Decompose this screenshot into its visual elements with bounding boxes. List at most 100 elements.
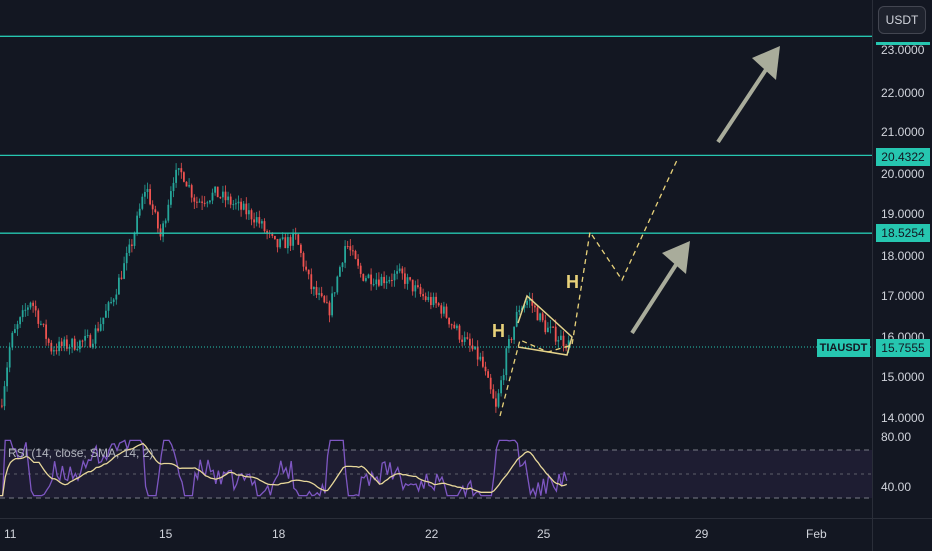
candle-body bbox=[164, 220, 167, 224]
rsi-sma-line bbox=[0, 442, 568, 497]
candle-body bbox=[307, 269, 310, 275]
time-axis[interactable]: 11 15 18 22 25 29 Feb bbox=[0, 518, 932, 551]
candle-body bbox=[385, 281, 388, 284]
candle-body bbox=[128, 244, 131, 253]
candle-body bbox=[362, 273, 365, 281]
candle-body bbox=[175, 169, 177, 183]
level-tag: 20.4322 bbox=[876, 148, 930, 166]
chart-area[interactable]: H H RSI (14, close, SMA, 14, 2) TIAUSDT bbox=[0, 0, 872, 518]
candle-body bbox=[411, 279, 414, 292]
candle-body bbox=[549, 326, 552, 328]
currency-button[interactable]: USDT bbox=[878, 6, 926, 34]
candle-body bbox=[136, 215, 138, 234]
rsi-legend[interactable]: RSI (14, close, SMA, 14, 2) bbox=[8, 446, 154, 460]
candle-body bbox=[448, 317, 450, 325]
candle-body bbox=[398, 268, 401, 272]
candle-body bbox=[508, 339, 510, 349]
candle-body bbox=[450, 324, 453, 326]
candle-body bbox=[216, 186, 219, 198]
price-scale[interactable]: USDT 23.0000 22.0000 21.0000 20.0000 19.… bbox=[872, 0, 932, 518]
price-chart[interactable]: H H bbox=[0, 0, 872, 518]
candle-body bbox=[357, 258, 359, 266]
candle-body bbox=[461, 339, 463, 342]
candle-body bbox=[76, 349, 79, 351]
triangle-pattern bbox=[517, 294, 573, 356]
candle-body bbox=[534, 305, 536, 308]
candle-body bbox=[320, 293, 323, 297]
candle-body bbox=[53, 350, 55, 352]
symbol-tag: TIAUSDT bbox=[817, 339, 870, 357]
candle-body bbox=[375, 279, 378, 285]
level-tag: 18.5254 bbox=[876, 224, 930, 242]
candle-body bbox=[97, 328, 99, 331]
candle-body bbox=[120, 277, 123, 279]
rsi-tick: 40.00 bbox=[881, 480, 912, 494]
date-label: 29 bbox=[695, 527, 709, 541]
candle-body bbox=[115, 294, 118, 300]
candle-body bbox=[227, 196, 229, 201]
candle-body bbox=[466, 337, 469, 339]
candle-body bbox=[547, 327, 549, 333]
candle-body bbox=[370, 274, 372, 285]
candle-body bbox=[105, 310, 107, 318]
candle-body bbox=[3, 386, 6, 407]
candle-body bbox=[133, 233, 136, 246]
candle-body bbox=[328, 302, 331, 316]
candle-body bbox=[495, 398, 497, 407]
candle-body bbox=[432, 296, 435, 306]
candle-body bbox=[391, 279, 393, 281]
up-arrow-small-icon bbox=[630, 241, 690, 335]
candle-body bbox=[409, 277, 411, 280]
candle-body bbox=[125, 252, 128, 264]
candle-body bbox=[406, 277, 409, 284]
candle-body bbox=[552, 326, 554, 328]
candle-body bbox=[86, 335, 89, 337]
candle-body bbox=[162, 223, 164, 237]
current-price-tag: 15.7555 bbox=[876, 339, 930, 357]
candle-body bbox=[219, 197, 222, 199]
candle-body bbox=[154, 209, 157, 213]
candle-body bbox=[37, 310, 40, 324]
candle-body bbox=[560, 335, 562, 341]
candle-body bbox=[430, 297, 432, 306]
candle-body bbox=[11, 332, 14, 348]
candle-body bbox=[151, 204, 154, 210]
candle-body bbox=[258, 217, 261, 224]
rsi-pane bbox=[0, 439, 872, 499]
candle-body bbox=[554, 326, 557, 342]
candle-body bbox=[440, 305, 443, 314]
h-label-2: H bbox=[566, 272, 579, 292]
price-tick: 23.0000 bbox=[881, 43, 925, 57]
candle-body bbox=[453, 324, 456, 329]
candle-body bbox=[89, 335, 92, 348]
candle-body bbox=[14, 329, 16, 333]
candle-body bbox=[284, 237, 287, 249]
candle-body bbox=[557, 340, 560, 342]
candle-body bbox=[144, 192, 146, 197]
candle-body bbox=[567, 340, 570, 349]
candle-body bbox=[456, 325, 458, 329]
candle-body bbox=[531, 299, 534, 306]
candle-body bbox=[55, 350, 58, 352]
date-label: 15 bbox=[159, 527, 173, 541]
candle-body bbox=[336, 276, 339, 293]
candle-body bbox=[40, 323, 42, 325]
candle-body bbox=[313, 286, 315, 290]
candle-body bbox=[138, 208, 141, 216]
candle-body bbox=[198, 201, 201, 203]
date-label: 25 bbox=[537, 527, 551, 541]
candle-body bbox=[414, 285, 417, 292]
candle-body bbox=[261, 221, 263, 224]
candle-body bbox=[112, 299, 115, 303]
candle-body bbox=[331, 293, 333, 316]
candle-body bbox=[16, 324, 19, 330]
candle-body bbox=[177, 168, 180, 170]
date-label: Feb bbox=[806, 527, 827, 541]
candle-body bbox=[118, 277, 120, 295]
candle-body bbox=[110, 302, 112, 304]
candle-body bbox=[271, 232, 274, 236]
candle-body bbox=[437, 303, 440, 306]
candle-body bbox=[79, 340, 81, 350]
candle-body bbox=[523, 304, 526, 308]
candle-body bbox=[185, 181, 188, 187]
